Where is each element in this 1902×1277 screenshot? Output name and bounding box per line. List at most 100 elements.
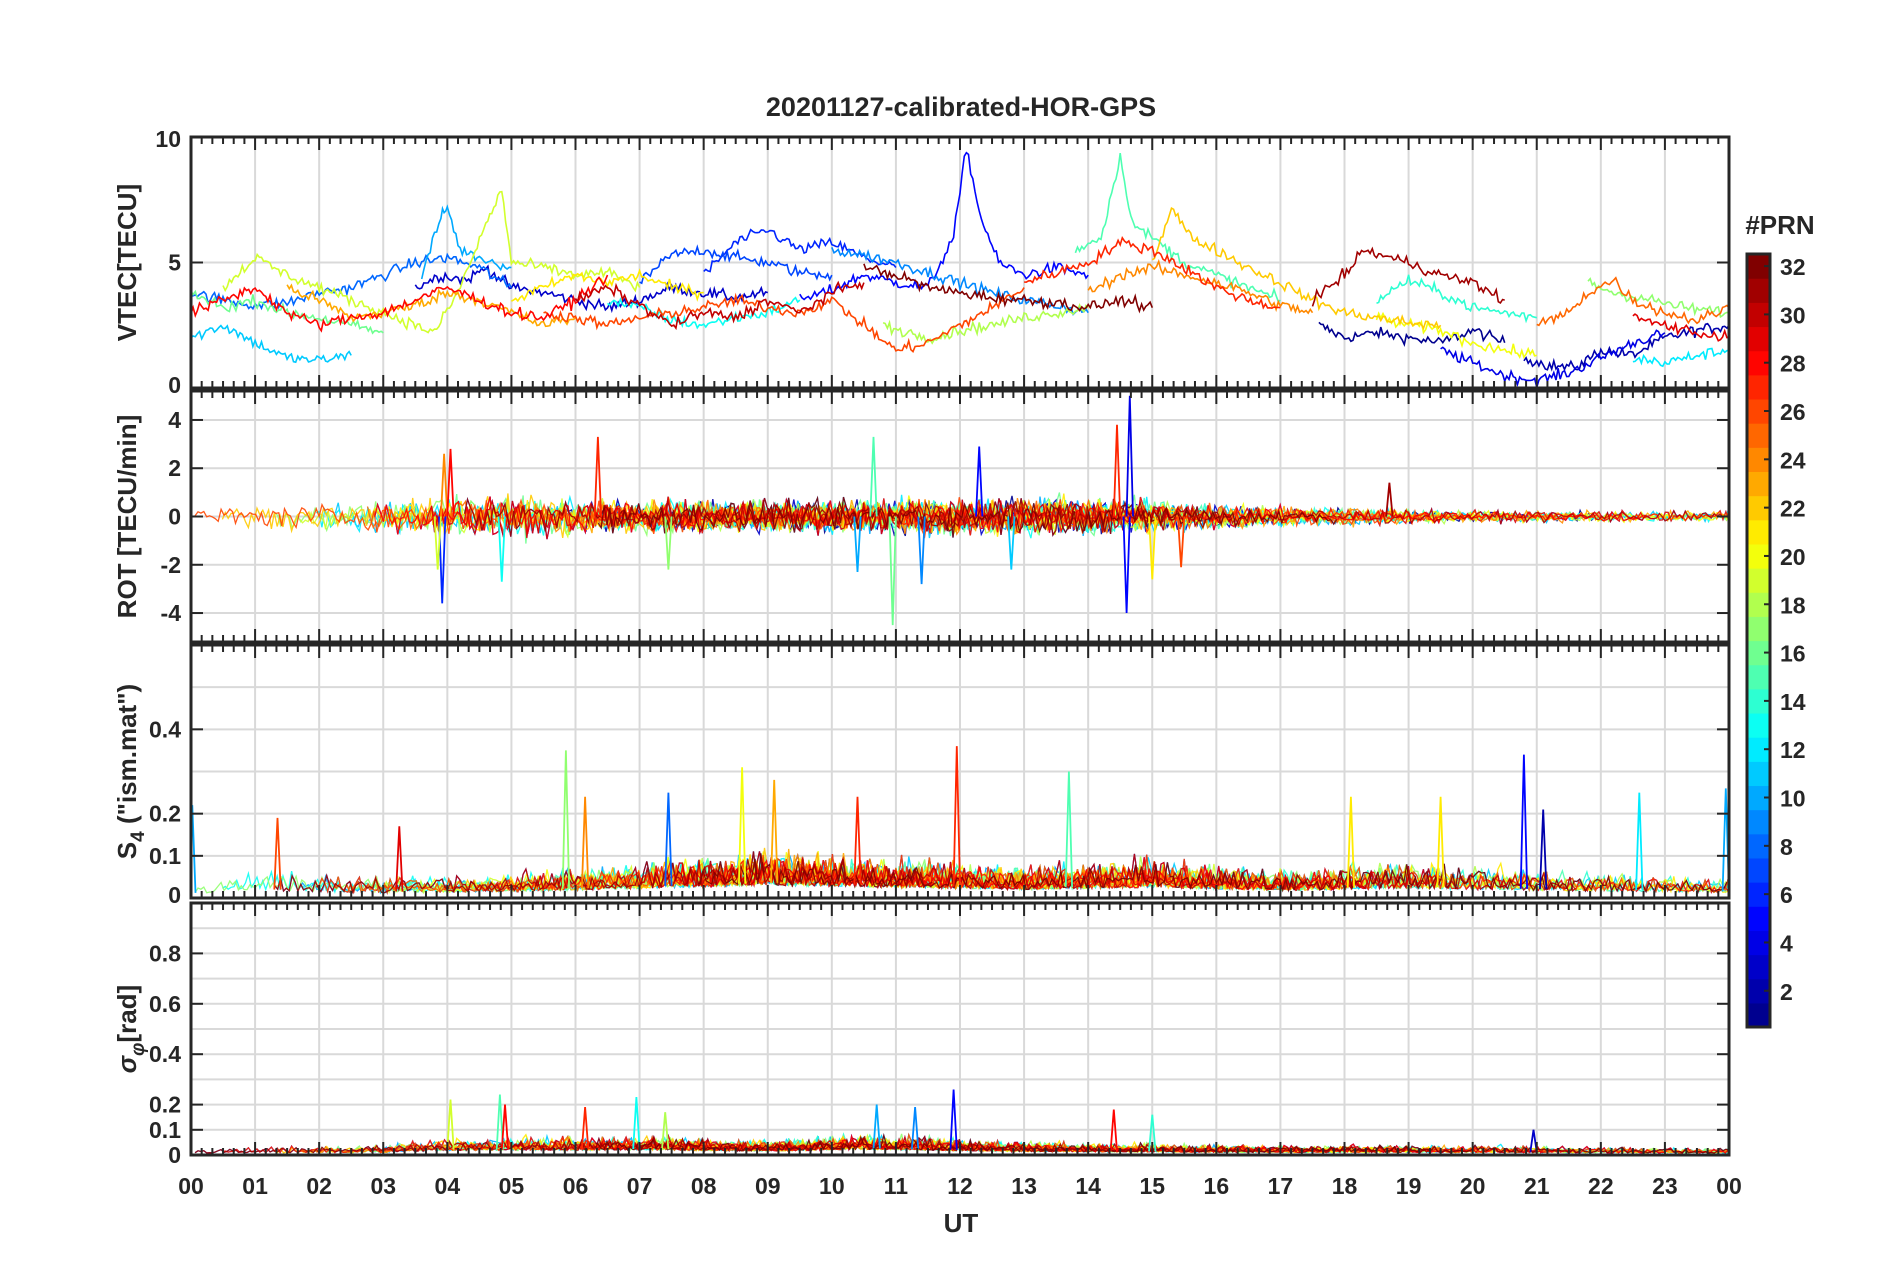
rot-spike-4 bbox=[497, 516, 506, 582]
colorbar-tick-label: 18 bbox=[1780, 592, 1806, 618]
x-tick-label: 17 bbox=[1268, 1173, 1294, 1199]
rot-spike-13 bbox=[1112, 424, 1122, 517]
vtec-series-prn-5 bbox=[799, 151, 1089, 301]
colorbar-tick-label: 4 bbox=[1780, 930, 1793, 956]
colorbar-tick-label: 12 bbox=[1780, 737, 1806, 763]
x-tick-label: 16 bbox=[1204, 1173, 1230, 1199]
colorbar-band-prn-11 bbox=[1747, 761, 1770, 787]
x-tick-label: 07 bbox=[627, 1173, 653, 1199]
x-tick-label: 21 bbox=[1524, 1173, 1550, 1199]
y-tick-label-s4: 0.2 bbox=[149, 801, 181, 827]
x-tick-label: 19 bbox=[1396, 1173, 1422, 1199]
s4-spike-12 bbox=[1436, 796, 1445, 888]
x-tick-label: 18 bbox=[1332, 1173, 1358, 1199]
vtec-series-prn-25 bbox=[1536, 276, 1729, 327]
colorbar-tick-label: 2 bbox=[1780, 979, 1793, 1005]
colorbar-tick-label: 24 bbox=[1780, 447, 1806, 473]
s4-spike-6 bbox=[738, 767, 747, 884]
y-tick-label-s4: 0.4 bbox=[149, 716, 181, 742]
x-tick-label: 00 bbox=[1716, 1173, 1742, 1199]
y-tick-label-rot: 0 bbox=[168, 504, 181, 530]
colorbar-band-prn-4 bbox=[1747, 930, 1770, 956]
sigma-spike-0 bbox=[446, 1099, 455, 1150]
x-tick-label: 12 bbox=[947, 1173, 973, 1199]
colorbar-title: #PRN bbox=[1745, 210, 1814, 240]
x-tick-label: 02 bbox=[306, 1173, 332, 1199]
colorbar-band-prn-30 bbox=[1747, 302, 1770, 328]
colorbar-band-prn-28 bbox=[1747, 350, 1770, 376]
rot-spike-18 bbox=[1385, 482, 1394, 517]
vtec-series-prn-3 bbox=[414, 264, 769, 314]
x-tick-label: 22 bbox=[1588, 1173, 1614, 1199]
colorbar-band-prn-26 bbox=[1747, 398, 1770, 424]
rot-spike-9 bbox=[888, 516, 897, 626]
colorbar-tick-label: 26 bbox=[1780, 399, 1806, 425]
x-tick-label: 15 bbox=[1139, 1173, 1165, 1199]
series-s4 bbox=[191, 746, 1729, 895]
rot-spike-5 bbox=[593, 436, 602, 517]
x-axis-title: UT bbox=[944, 1208, 979, 1238]
y-tick-label-vtec: 10 bbox=[155, 126, 181, 152]
vtec-series-prn-29 bbox=[1632, 313, 1729, 342]
vtec-series-prn-18 bbox=[882, 303, 1089, 345]
x-tick-label: 06 bbox=[563, 1173, 589, 1199]
s4-spike-11 bbox=[1346, 796, 1355, 888]
s4-series-prn-27 bbox=[488, 856, 1729, 894]
colorbar-band-prn-16 bbox=[1747, 640, 1770, 666]
vtec-series-prn-10 bbox=[420, 204, 512, 280]
x-tick-label: 00 bbox=[178, 1173, 204, 1199]
sigma-spike-10 bbox=[1148, 1114, 1157, 1152]
vtec-series-prn-26 bbox=[543, 287, 1025, 353]
colorbar-tick-label: 14 bbox=[1780, 689, 1806, 715]
y-tick-label-rot: 4 bbox=[168, 407, 181, 433]
s4-spike-14 bbox=[1539, 809, 1548, 890]
vtec-series-prn-2 bbox=[1523, 322, 1729, 372]
grid-sigma bbox=[191, 903, 1729, 1155]
vtec-series-prn-7 bbox=[639, 244, 833, 285]
s4-spike-7 bbox=[770, 779, 779, 883]
vtec-series-prn-21 bbox=[511, 268, 704, 303]
y-tick-label-sigma: 0.6 bbox=[149, 991, 181, 1017]
vtec-series-prn-22 bbox=[1151, 207, 1442, 331]
s4-spike-8 bbox=[853, 796, 862, 885]
panel-s4: 0 0.1 0.2 0.4S4 ("ism.mat") bbox=[112, 643, 1731, 908]
vtec-series-prn-14 bbox=[1376, 274, 1537, 324]
x-tick-label: 04 bbox=[435, 1173, 461, 1199]
s4-series-prn-32 bbox=[697, 853, 1728, 894]
s4-spike-2 bbox=[395, 826, 404, 892]
colorbar-band-prn-5 bbox=[1747, 906, 1770, 931]
s4-spike-3 bbox=[561, 750, 570, 889]
y-tick-label-s4: 0 bbox=[168, 882, 181, 908]
panel-rot: -4 -2 0 2 4 ROT [TECU/min] bbox=[112, 389, 1731, 644]
sigma-spike-9 bbox=[1109, 1109, 1118, 1152]
colorbar-band-prn-23 bbox=[1747, 471, 1770, 497]
rot-spike-2 bbox=[440, 453, 449, 517]
ticks-s4 bbox=[190, 645, 1730, 899]
colorbar-band-prn-10 bbox=[1747, 785, 1770, 811]
colorbar-band-prn-3 bbox=[1747, 954, 1770, 980]
y-tick-label-rot: -2 bbox=[161, 552, 181, 578]
y-tick-label-sigma: 0.1 bbox=[149, 1117, 181, 1143]
x-tick-label: 20 bbox=[1460, 1173, 1486, 1199]
x-tick-label: 03 bbox=[370, 1173, 396, 1199]
rot-spike-16 bbox=[1148, 516, 1157, 580]
sigma-spike-11 bbox=[1529, 1129, 1538, 1153]
vtec-series-prn-17 bbox=[1587, 277, 1729, 319]
grid-vtec bbox=[191, 137, 1729, 388]
y-axis-title-rot: ROT [TECU/min] bbox=[112, 415, 142, 619]
vtec-series-prn-27 bbox=[1024, 235, 1281, 310]
y-axis-title-vtec: VTEC[TECU] bbox=[112, 184, 142, 341]
colorbar-band-prn-31 bbox=[1747, 278, 1770, 303]
colorbar-band-prn-15 bbox=[1747, 664, 1770, 690]
x-tick-label: 13 bbox=[1011, 1173, 1037, 1199]
chart-title: 20201127-calibrated-HOR-GPS bbox=[766, 92, 1156, 122]
panel-sigma: 00.10.2 0.4 0.6 0.8σφ[rad] bbox=[112, 901, 1731, 1168]
x-tick-label: 01 bbox=[242, 1173, 268, 1199]
sigma-series-prn-32 bbox=[595, 1132, 1729, 1154]
x-tick-label: 09 bbox=[755, 1173, 781, 1199]
colorbar-band-prn-2 bbox=[1747, 978, 1770, 1004]
vtec-series-prn-20 bbox=[1375, 311, 1537, 360]
sigma-spike-6 bbox=[872, 1104, 881, 1149]
vtec-series-prn-8 bbox=[191, 252, 513, 311]
sigma-spike-8 bbox=[949, 1089, 958, 1150]
